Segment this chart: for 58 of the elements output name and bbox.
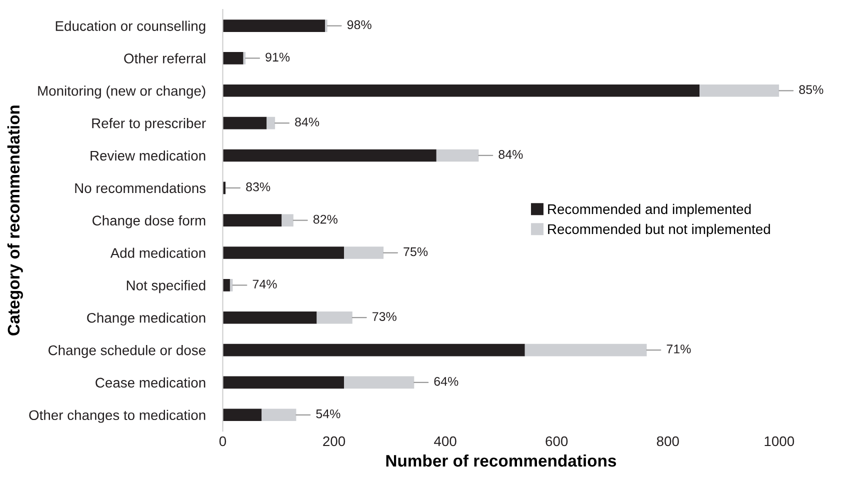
y-tick-label: Review medication — [90, 150, 206, 161]
y-axis-title: Category of recommendation — [7, 106, 23, 336]
bar — [222, 279, 230, 292]
y-tick-label: Add medication — [110, 248, 206, 258]
bar — [700, 84, 780, 97]
x-tick-label: 200 — [323, 436, 346, 446]
bar — [282, 214, 294, 226]
bar — [222, 311, 317, 324]
bar — [222, 376, 344, 389]
annotation: 84% — [498, 150, 523, 159]
y-tick-label: Change dose form — [92, 215, 206, 228]
x-tick-label: 800 — [656, 436, 679, 446]
x-tick-label: 400 — [434, 436, 456, 446]
bar — [222, 20, 326, 32]
x-tick-label: 0 — [219, 436, 226, 446]
y-tick-label: Change medication — [87, 312, 206, 326]
bar — [524, 344, 647, 356]
annotation: 98% — [347, 20, 372, 30]
annotation: 85% — [799, 85, 824, 94]
annotation: 91% — [266, 52, 290, 62]
y-tick-label: Change schedule or dose — [48, 345, 206, 358]
bar — [222, 214, 282, 226]
annotation: 84% — [295, 118, 320, 126]
y-tick-label: Other changes to medication — [29, 410, 206, 423]
bar — [230, 279, 233, 292]
y-tick-label: No recommendations — [75, 182, 206, 194]
y-tick-label: Refer to prescriber — [92, 118, 206, 131]
bar — [316, 311, 352, 324]
bar — [266, 116, 276, 130]
bar — [222, 408, 262, 422]
annotation: 82% — [313, 214, 338, 224]
bar — [344, 246, 384, 259]
annotation: 75% — [404, 247, 428, 256]
bar — [222, 149, 436, 162]
annotation: 74% — [252, 280, 277, 288]
bar — [262, 408, 296, 422]
bar — [344, 376, 414, 389]
bar — [222, 116, 267, 130]
bar — [222, 52, 244, 64]
x-axis-title: Number of recommendations — [386, 454, 616, 467]
annotation: 83% — [246, 182, 270, 192]
legend-label: Recommended and implemented — [548, 204, 751, 217]
x-tick-label: 600 — [546, 436, 568, 446]
y-tick-label: Other referral — [124, 53, 206, 64]
bar — [222, 84, 700, 97]
legend-label: Recommended but not implemented — [548, 224, 770, 237]
bar — [222, 344, 525, 356]
annotation: 73% — [372, 312, 396, 321]
bar — [222, 246, 344, 259]
annotation: 71% — [666, 344, 691, 354]
y-tick-label: Education or counselling — [56, 20, 206, 34]
annotation: 64% — [434, 376, 458, 386]
y-tick-label: Monitoring (new or change) — [38, 86, 206, 99]
annotation: 54% — [316, 409, 340, 418]
y-tick-label: Cease medication — [96, 377, 206, 388]
x-tick-label: 1000 — [764, 436, 794, 446]
bar — [436, 149, 479, 162]
y-tick-label: Not specified — [126, 280, 206, 294]
